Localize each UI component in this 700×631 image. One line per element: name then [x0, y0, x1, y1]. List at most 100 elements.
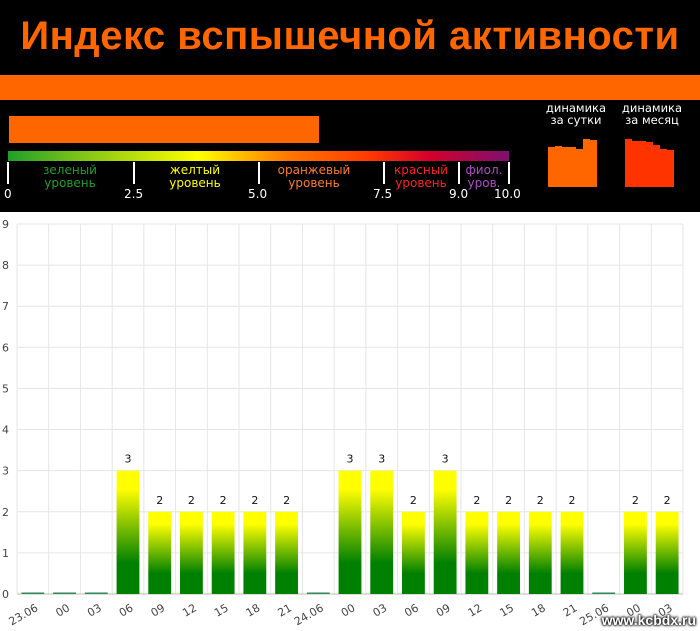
scale-tick-mark	[458, 162, 460, 184]
x-tick-label: 00	[53, 601, 72, 619]
bar	[53, 592, 76, 594]
bar	[338, 470, 362, 594]
bar	[21, 592, 45, 594]
bar	[116, 470, 140, 594]
level-orange-label: оранжевый уровень	[277, 163, 351, 190]
bar	[243, 511, 267, 594]
x-tick-label: 03	[656, 601, 675, 619]
bar	[528, 511, 552, 594]
bar	[560, 511, 584, 594]
bar-value-label: 2	[632, 494, 639, 507]
scale-tick-mark	[383, 162, 385, 184]
level-red-label: красный уровень	[394, 163, 448, 190]
orange-divider-strip	[0, 75, 700, 100]
dynamics-day-bar	[555, 146, 562, 187]
dynamics-day-bar	[548, 147, 555, 187]
x-tick-label: 12	[180, 601, 199, 619]
x-tick-label: 18	[244, 601, 263, 619]
y-tick-label: 6	[2, 341, 9, 354]
bar	[433, 470, 457, 594]
dynamics-day-bar	[569, 147, 576, 187]
bar-value-label: 2	[220, 494, 227, 507]
y-tick-label: 1	[2, 547, 9, 560]
bar-value-label: 2	[283, 494, 290, 507]
header-panel: Индекс вспышечной активности зеленый уров…	[0, 0, 700, 212]
bar-value-label: 3	[125, 453, 132, 466]
scale-tick-label: 10.0	[494, 187, 521, 201]
dynamics-day-bar	[590, 140, 597, 187]
scale-tick-mark	[133, 162, 135, 184]
bar-value-label: 2	[156, 494, 163, 507]
bar-value-label: 3	[442, 453, 449, 466]
bar-value-label: 2	[188, 494, 195, 507]
y-tick-label: 9	[2, 218, 9, 231]
dynamics-month-bar	[625, 139, 632, 187]
x-tick-label: 21	[561, 601, 580, 619]
x-tick-label: 09	[149, 601, 168, 619]
bar	[465, 511, 489, 594]
bar-value-label: 2	[664, 494, 671, 507]
dynamics-day-bar	[583, 139, 590, 187]
bar	[275, 511, 298, 594]
dynamics-day-bar	[562, 147, 569, 187]
x-tick-label: 12	[466, 601, 485, 619]
dynamics-month-bar	[660, 149, 667, 187]
bar-value-label: 2	[537, 494, 544, 507]
bar	[211, 511, 235, 594]
bar-value-label: 2	[473, 494, 480, 507]
x-tick-label: 00	[339, 601, 358, 619]
x-tick-label: 15	[497, 601, 516, 619]
bar	[180, 511, 203, 594]
x-tick-label: 18	[529, 601, 548, 619]
bar-value-label: 2	[569, 494, 576, 507]
scale-tick-label: 9.0	[449, 187, 469, 201]
level-violet-label: фиол. уров.	[465, 163, 503, 190]
scale-tick-label: 2.5	[124, 187, 144, 201]
x-tick-label: 06	[402, 601, 421, 619]
bar	[84, 592, 108, 594]
x-tick-label: 15	[212, 601, 231, 619]
scale-tick-label: 0	[4, 187, 12, 201]
x-tick-label: 21	[275, 601, 294, 619]
y-tick-label: 5	[2, 382, 9, 395]
x-tick-label: 03	[371, 601, 390, 619]
bar	[306, 592, 330, 594]
bar	[402, 511, 425, 594]
site-watermark: www.kcbdx.ru	[601, 612, 696, 628]
y-tick-label: 3	[2, 465, 9, 478]
dynamics-month-bar	[667, 150, 674, 187]
x-tick-label: 24.06	[292, 601, 326, 628]
scale-tick-mark	[258, 162, 260, 184]
level-green-label: зеленый уровень	[43, 163, 97, 190]
activity-scale-gradient	[8, 151, 509, 161]
y-tick-label: 7	[2, 300, 9, 313]
y-tick-label: 8	[2, 259, 9, 272]
x-tick-label: 06	[117, 601, 136, 619]
bar-value-label: 2	[410, 494, 417, 507]
scale-tick-mark	[508, 162, 510, 184]
chart-bars	[21, 470, 679, 594]
current-index-bar	[9, 116, 319, 143]
bar-value-label: 2	[251, 494, 258, 507]
bar-value-label: 3	[378, 453, 385, 466]
dynamics-month-label: динамика за месяц	[621, 101, 683, 127]
bar-value-label: 3	[347, 453, 354, 466]
dynamics-day-bar	[576, 149, 583, 187]
dynamics-day-label: динамика за сутки	[545, 101, 607, 127]
scale-tick-label: 7.5	[373, 187, 393, 201]
bar	[148, 511, 172, 594]
x-tick-label: 00	[624, 601, 643, 619]
x-tick-label: 03	[85, 601, 104, 619]
dynamics-month-bar	[632, 141, 639, 187]
bar-value-label: 2	[505, 494, 512, 507]
bar	[624, 511, 647, 594]
bar	[497, 511, 520, 594]
bar	[655, 511, 679, 594]
bar	[592, 592, 616, 594]
scale-tick-mark	[7, 162, 9, 184]
x-tick-label: 23.06	[7, 601, 41, 628]
dynamics-month-bar	[639, 141, 646, 187]
y-tick-label: 0	[2, 588, 9, 601]
y-tick-label: 2	[2, 506, 9, 519]
